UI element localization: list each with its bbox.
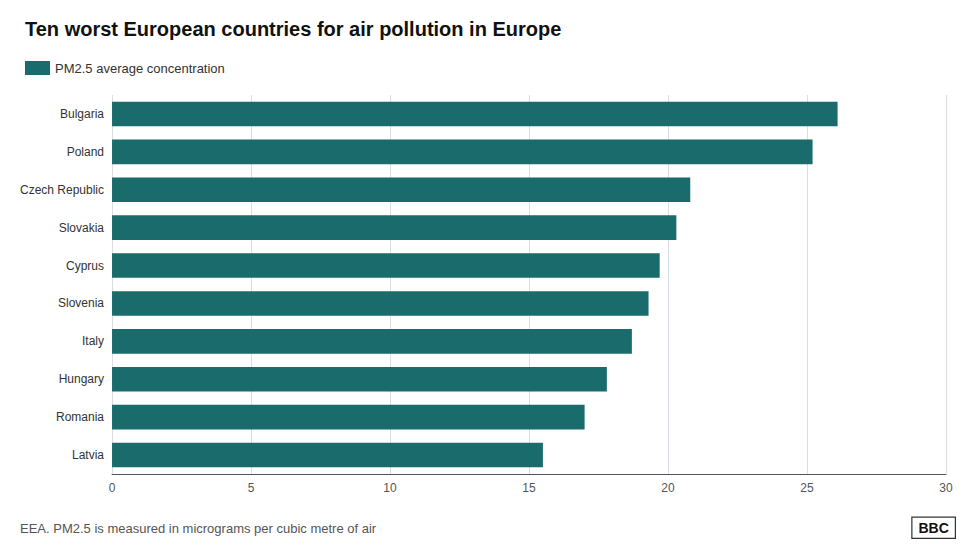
svg-text:Ten worst European countries f: Ten worst European countries for air pol… [25, 18, 561, 40]
svg-text:5: 5 [248, 481, 255, 495]
svg-text:Latvia: Latvia [72, 448, 104, 462]
svg-text:Poland: Poland [67, 145, 104, 159]
svg-text:Hungary: Hungary [59, 372, 104, 386]
svg-text:10: 10 [383, 481, 397, 495]
svg-text:0: 0 [109, 481, 116, 495]
svg-text:15: 15 [522, 481, 536, 495]
svg-text:Romania: Romania [56, 410, 104, 424]
svg-text:EEA. PM2.5 is measured in micr: EEA. PM2.5 is measured in micrograms per… [20, 521, 377, 536]
svg-text:25: 25 [800, 481, 814, 495]
svg-text:Italy: Italy [82, 334, 104, 348]
svg-text:PM2.5 average concentration: PM2.5 average concentration [55, 61, 225, 76]
svg-text:BBC: BBC [918, 520, 948, 536]
svg-text:Slovenia: Slovenia [58, 296, 104, 310]
svg-text:Bulgaria: Bulgaria [60, 107, 104, 121]
svg-text:Cyprus: Cyprus [66, 259, 104, 273]
svg-text:30: 30 [939, 481, 953, 495]
svg-text:Czech Republic: Czech Republic [20, 183, 104, 197]
svg-text:20: 20 [661, 481, 675, 495]
svg-text:Slovakia: Slovakia [59, 221, 105, 235]
